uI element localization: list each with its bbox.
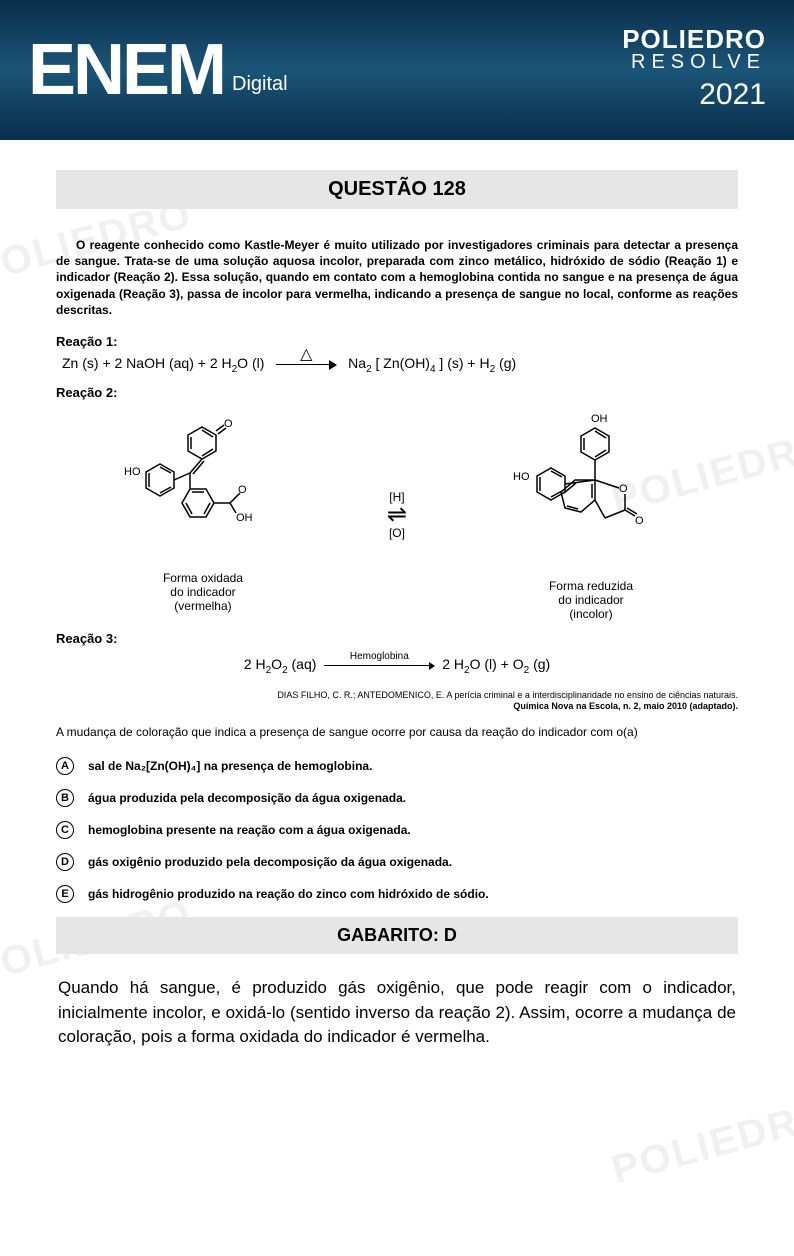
question-prompt: A mudança de coloração que indica a pres…: [56, 725, 738, 739]
reaction1-label: Reação 1:: [56, 334, 738, 349]
option-letter: E: [56, 885, 74, 903]
page-header: ENEM Digital POLIEDRO RESOLVE 2021: [0, 0, 794, 140]
hemoglobin-arrow-icon: Hemoglobina: [324, 665, 434, 666]
option-text: gás oxigênio produzido pela decomposição…: [88, 853, 452, 869]
svg-text:O: O: [619, 483, 628, 495]
intro-paragraph: O reagente conhecido como Kastle-Meyer é…: [56, 237, 738, 318]
molecule-oxidized: HO O: [93, 417, 313, 613]
option-letter: C: [56, 821, 74, 839]
arrow-o-label: [O]: [387, 526, 407, 540]
svg-text:OH: OH: [591, 413, 608, 425]
mol-red-caption1: Forma reduzida: [481, 579, 701, 593]
option-text: hemoglobina presente na reação com a águ…: [88, 821, 411, 837]
brand-top: POLIEDRO: [622, 28, 766, 51]
logo-main-text: ENEM: [28, 34, 224, 106]
option-a[interactable]: A sal de Na₂[Zn(OH)₄] na presença de hem…: [56, 757, 738, 775]
option-letter: A: [56, 757, 74, 775]
options-list: A sal de Na₂[Zn(OH)₄] na presença de hem…: [56, 757, 738, 903]
equilibrium-arrows: [H] ⇌ [O]: [387, 490, 407, 540]
svg-text:O: O: [224, 418, 233, 430]
svg-text:O: O: [635, 515, 644, 527]
answer-explanation: Quando há sangue, é produzido gás oxigên…: [56, 976, 738, 1050]
option-b[interactable]: B água produzida pela decomposição da ág…: [56, 789, 738, 807]
option-letter: B: [56, 789, 74, 807]
mol-ox-caption1: Forma oxidada: [93, 571, 313, 585]
logo-sub-text: Digital: [232, 73, 288, 96]
brand-year: 2021: [622, 78, 766, 112]
reaction3-label: Reação 3:: [56, 631, 738, 646]
reaction2-diagram: HO O: [56, 410, 738, 621]
option-text: sal de Na₂[Zn(OH)₄] na presença de hemog…: [88, 757, 372, 773]
mol-red-caption3: (incolor): [481, 607, 701, 621]
content-area: QUESTÃO 128 O reagente conhecido como Ka…: [0, 140, 794, 1070]
logo-poliedro: POLIEDRO RESOLVE 2021: [622, 28, 766, 111]
svg-text:OH: OH: [236, 512, 253, 524]
citation: DIAS FILHO, C. R.; ANTEDOMENICO, E. A pe…: [56, 690, 738, 713]
svg-text:HO: HO: [513, 471, 530, 483]
reaction2-label: Reação 2:: [56, 385, 738, 400]
option-text: água produzida pela decomposição da água…: [88, 789, 406, 805]
delta-arrow-icon: △: [276, 364, 336, 365]
svg-text:HO: HO: [124, 466, 141, 478]
option-letter: D: [56, 853, 74, 871]
equilibrium-icon: ⇌: [387, 508, 407, 522]
brand-sub: RESOLVE: [622, 52, 766, 72]
answer-title: GABARITO: D: [56, 917, 738, 954]
logo-enem: ENEM Digital: [28, 34, 288, 106]
option-text: gás hidrogênio produzido na reação do zi…: [88, 885, 489, 901]
mol-ox-caption2: do indicador: [93, 585, 313, 599]
question-title: QUESTÃO 128: [56, 170, 738, 209]
mol-red-caption2: do indicador: [481, 593, 701, 607]
watermark: POLIEDRO: [607, 1092, 794, 1194]
reaction3-equation: 2 H2O2 (aq) Hemoglobina 2 H2O (l) + O2 (…: [56, 656, 738, 676]
molecule-reduced-svg: OH HO O O: [501, 410, 681, 570]
mol-ox-caption3: (vermelha): [93, 599, 313, 613]
option-d[interactable]: D gás oxigênio produzido pela decomposiç…: [56, 853, 738, 871]
reaction1-equation: Zn (s) + 2 NaOH (aq) + 2 H2O (l) △ Na2 […: [56, 355, 738, 375]
molecule-reduced: OH HO O O: [481, 410, 701, 621]
svg-text:O: O: [238, 484, 247, 496]
option-c[interactable]: C hemoglobina presente na reação com a á…: [56, 821, 738, 839]
molecule-oxidized-svg: HO O: [118, 417, 288, 562]
option-e[interactable]: E gás hidrogênio produzido na reação do …: [56, 885, 738, 903]
